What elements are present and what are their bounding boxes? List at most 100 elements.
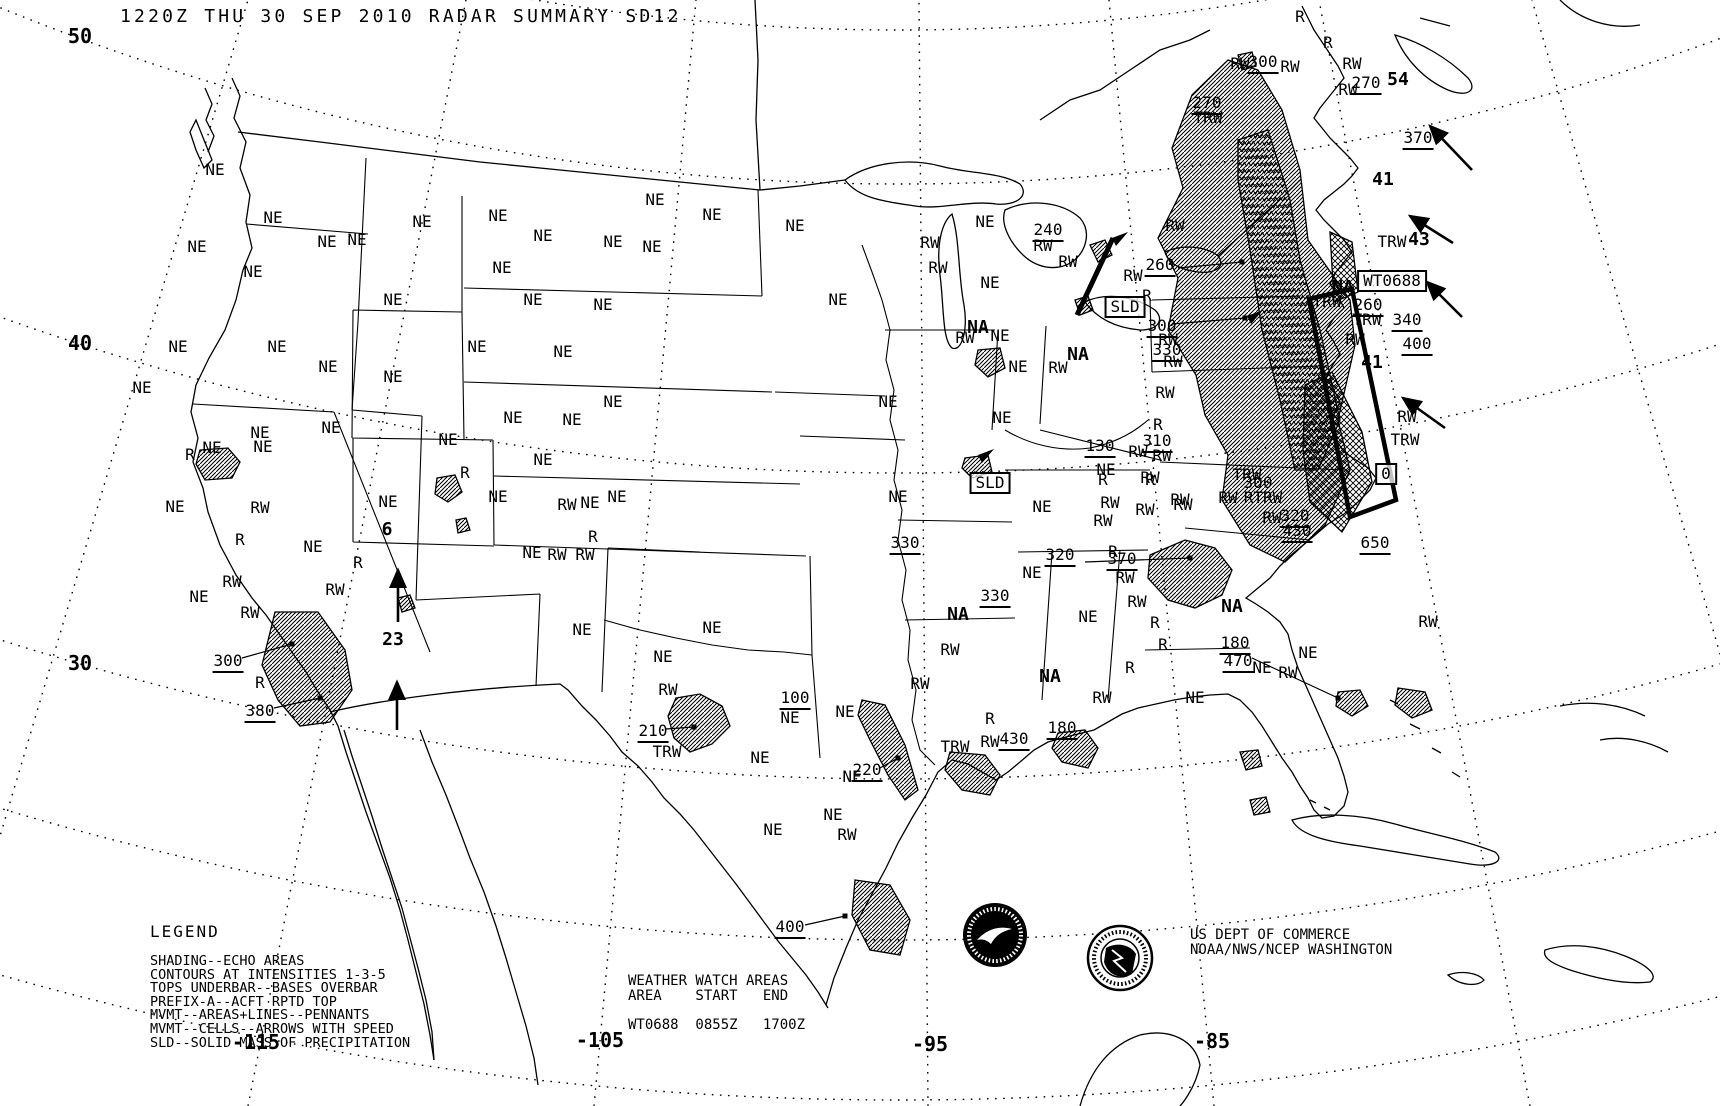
radar-code-label: NE	[253, 437, 273, 456]
radar-code-label: NE	[828, 290, 848, 309]
radar-code-label: NE	[318, 357, 338, 376]
radar-code-label: 6	[381, 519, 393, 540]
radar-code-label: R	[1098, 470, 1108, 489]
radar-code-label: RW	[222, 572, 242, 591]
graticule-label: 30	[67, 651, 93, 675]
radar-code-label: R	[985, 709, 995, 728]
leader-dot	[1335, 695, 1341, 701]
top-leader-line	[665, 726, 695, 730]
radar-code-label: NE	[1185, 688, 1205, 707]
radar-code-label: NA	[1332, 277, 1354, 298]
radar-code-label: TRW	[1390, 430, 1420, 449]
nws-logo-icon	[1086, 924, 1154, 992]
radar-code-label: R	[1295, 7, 1305, 26]
radar-code-label: RW	[1397, 407, 1417, 426]
radar-code-label: RW	[325, 580, 345, 599]
cell-movement-arrow	[1400, 396, 1446, 430]
radar-code-label: 260	[1144, 257, 1176, 277]
radar-code-label: RW	[1165, 216, 1185, 235]
radar-code-label: RW	[658, 680, 678, 699]
leader-dot	[289, 641, 295, 647]
radar-code-label: R	[1323, 33, 1333, 52]
radar-code-label: TRW	[652, 742, 682, 761]
radar-code-label: 380	[244, 703, 276, 723]
echo-area-diag	[1239, 749, 1263, 771]
legend-line: PREFIX-A--ACFT RPTD TOP	[150, 993, 337, 1010]
radar-code-label: NE	[580, 493, 600, 512]
radar-code-label: RW	[1278, 663, 1298, 682]
leader-dot	[1239, 259, 1245, 265]
radar-code-label: NE	[488, 206, 508, 225]
radar-code-label: RW	[940, 640, 960, 659]
radar-code-label: R	[460, 463, 470, 482]
radar-code-label: RW	[1262, 508, 1282, 527]
radar-code-label: 0	[1375, 463, 1397, 485]
radar-code-label: 41	[1372, 169, 1394, 190]
leader-dot	[1187, 555, 1193, 561]
chart-title: 1220Z THU 30 SEP 2010 RADAR SUMMARY SD12	[120, 6, 682, 27]
radar-code-label: 300	[1146, 318, 1178, 338]
radar-code-label: RW	[250, 498, 270, 517]
radar-code-label: NE	[165, 497, 185, 516]
radar-code-label: NE	[250, 423, 270, 442]
top-leader-line	[241, 643, 293, 659]
state-borders	[192, 157, 1346, 766]
graticule-label: 40	[67, 331, 93, 355]
radar-code-label: RW	[1418, 612, 1438, 631]
radar-code-label: NE	[202, 438, 222, 457]
radar-code-label: 330	[979, 588, 1011, 608]
radar-code-label: NE	[990, 326, 1010, 345]
legend-line: MVMT--AREAS+LINES--PENNANTS	[150, 1007, 370, 1024]
radar-code-label: 300	[1247, 54, 1279, 74]
radar-code-label: 260	[1352, 297, 1384, 317]
radar-code-label: RW	[1092, 688, 1112, 707]
radar-code-label: NA	[967, 317, 989, 338]
radar-code-label: 54	[1387, 69, 1409, 90]
radar-code-label: NE	[780, 708, 800, 727]
radar-code-label: R	[235, 530, 245, 549]
radar-code-label: NE	[750, 748, 770, 767]
radar-code-label: NE	[603, 232, 623, 251]
legend-heading: LEGEND	[150, 922, 220, 941]
agency-credit: US DEPT OF COMMERCE NOAA/NWS/NCEP WASHIN…	[1190, 928, 1392, 958]
radar-code-label: NE	[523, 290, 543, 309]
radar-code-label: NE	[321, 418, 341, 437]
radar-code-label: 370	[1402, 130, 1434, 150]
legend-line: CONTOURS AT INTENSITIES 1-3-5	[150, 966, 386, 983]
radar-code-label: NE	[1008, 357, 1028, 376]
echo-area-diag	[455, 517, 471, 534]
movement-pennant-icon	[978, 449, 994, 463]
radar-code-label: WT0688	[1357, 270, 1427, 292]
radar-code-label: RW	[1127, 592, 1147, 611]
radar-code-label: SLD	[1104, 296, 1146, 318]
legend-line: SHADING--ECHO AREAS	[150, 953, 305, 969]
echo-area-diag	[974, 347, 1006, 378]
radar-code-label: NE	[1022, 563, 1042, 582]
echo-area-diag	[1249, 796, 1271, 816]
radar-code-label: NE	[533, 450, 553, 469]
radar-code-label: SLD	[969, 472, 1011, 494]
radar-code-label: NE	[653, 647, 673, 666]
radar-code-label: NE	[187, 237, 207, 256]
radar-code-label: TRW	[1312, 292, 1342, 311]
radar-code-label: 330	[1151, 342, 1183, 362]
graticule-label: -105	[575, 1028, 625, 1052]
radar-code-label: R	[588, 527, 598, 546]
radar-code-label: 400	[1401, 336, 1433, 356]
radar-code-label: 300	[1243, 473, 1273, 492]
radar-code-label: NE	[378, 492, 398, 511]
noaa-logo-icon	[963, 903, 1027, 967]
radar-code-label: RW	[1163, 352, 1183, 371]
radar-code-label: NE	[702, 618, 722, 637]
radar-code-label: RW	[1033, 236, 1053, 255]
radar-code-label: R	[353, 553, 363, 572]
radar-code-label: RW	[1230, 54, 1250, 73]
legend-line: MVMT--CELLS--ARROWS WITH SPEED	[150, 1020, 394, 1037]
legend-line: TOPS UNDERBAR--BASES OVERBAR	[150, 980, 378, 997]
radar-code-label: NE	[467, 337, 487, 356]
radar-code-label: 370	[1106, 551, 1138, 571]
radar-code-label: NE	[763, 820, 783, 839]
radar-code-label: RW	[1128, 442, 1148, 461]
radar-code-label: 130	[1084, 438, 1116, 458]
